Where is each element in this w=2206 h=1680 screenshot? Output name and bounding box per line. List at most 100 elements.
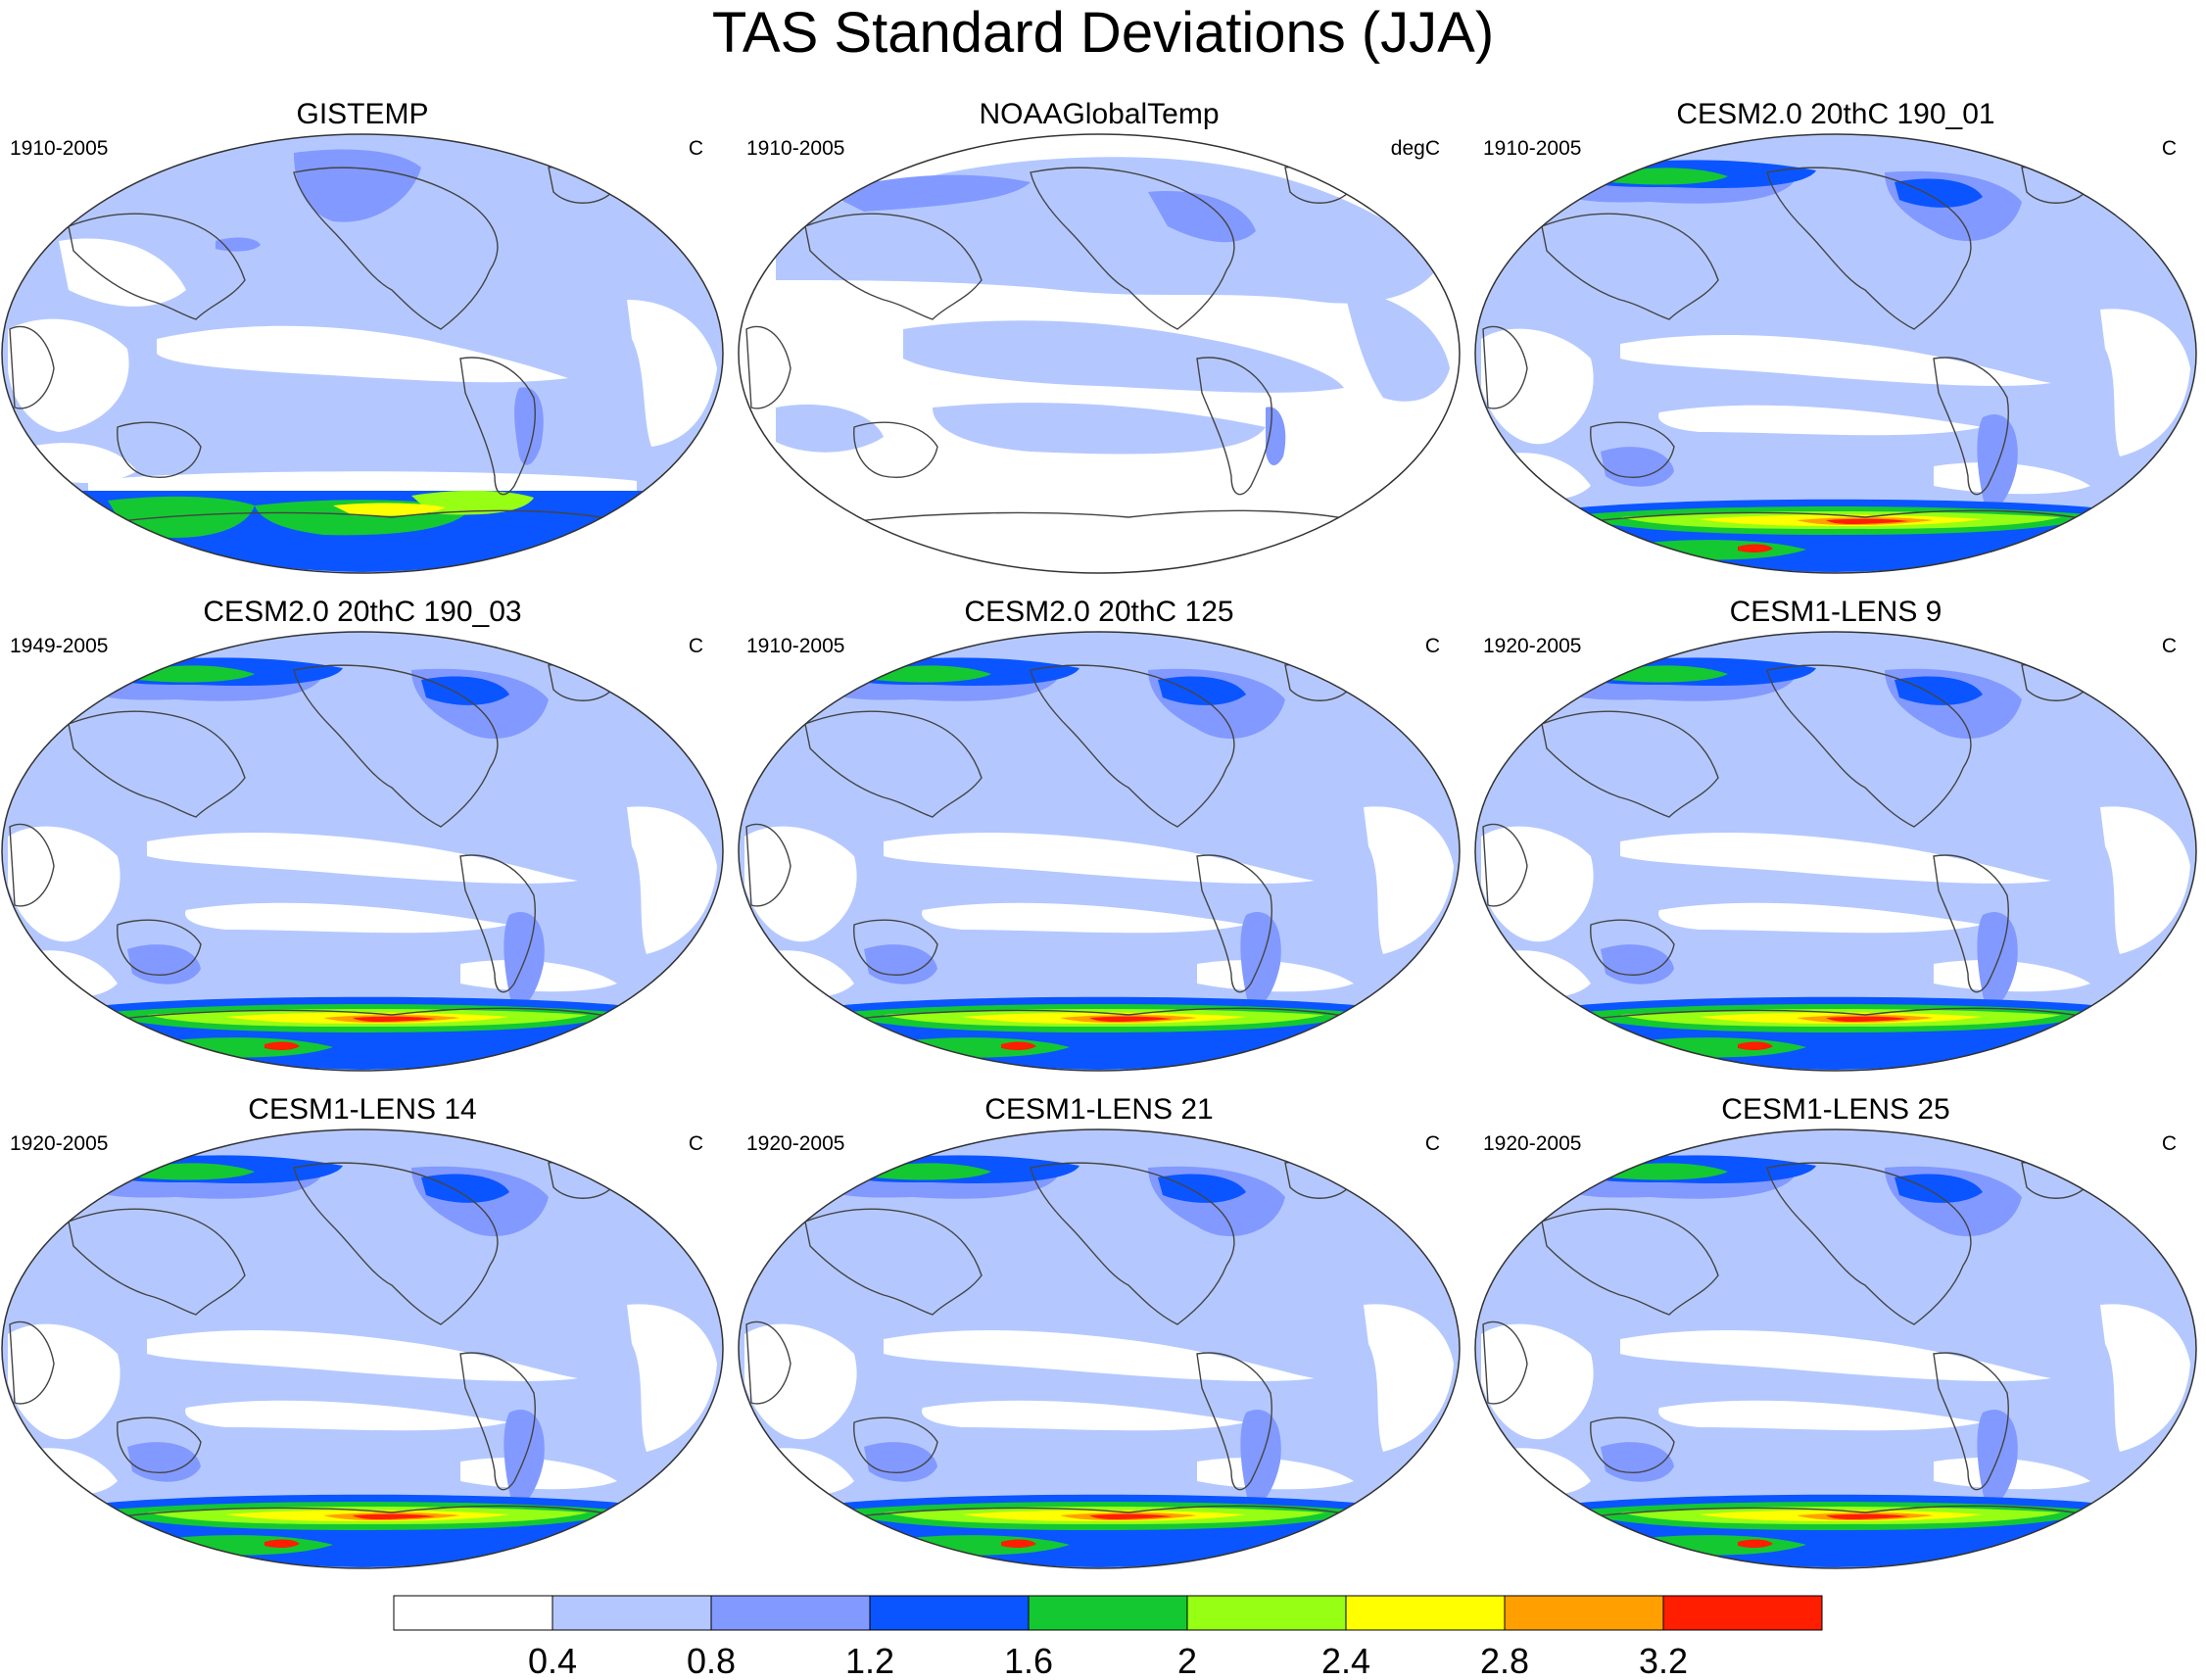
panel-title: CESM2.0 20thC 125 <box>964 596 1234 628</box>
coast-africa <box>745 1320 791 1405</box>
shade-antarctic-interior-red <box>1738 1539 1773 1549</box>
map-panel: NOAAGlobalTemp 1910-2005 degC <box>737 98 1462 583</box>
coast-australia <box>117 421 202 478</box>
shade-canada-strong <box>1158 1174 1246 1203</box>
panel-title: CESM1-LENS 21 <box>984 1093 1214 1126</box>
coast-north-america <box>293 1162 499 1325</box>
panel-units: C <box>1424 635 1440 657</box>
contour-fill <box>1475 1129 2196 1568</box>
panel-title: GISTEMP <box>296 98 429 130</box>
shade-pacific-low-south <box>1658 405 1983 436</box>
coast-south-america <box>459 357 536 496</box>
shade-australia-medium <box>127 1442 201 1482</box>
coast-antarctica <box>1560 1007 2111 1024</box>
coast-eurasia <box>1541 213 1719 320</box>
robinson-map <box>1 631 724 1072</box>
colorbar-box <box>1662 1595 1823 1631</box>
shade-antarctic-interior-red <box>1738 1041 1773 1051</box>
map-panel: CESM2.0 20thC 190_03 1949-2005 C <box>0 596 725 1080</box>
shade-pacific-low-north <box>147 1329 578 1381</box>
colorbar-box <box>1504 1595 1664 1631</box>
shade-siberia-green <box>1610 168 1728 185</box>
shade-canada-medium <box>1148 191 1256 243</box>
panel-units: C <box>2161 137 2177 160</box>
map-border <box>1 133 724 574</box>
shade-australia-medium <box>1601 447 1674 487</box>
shade-pacific-low-north <box>147 832 578 884</box>
shade-antarctic-white-cap <box>88 471 637 491</box>
map-panel: CESM1-LENS 14 1920-2005 C <box>0 1093 725 1578</box>
shade-south-pacific-light <box>933 403 1266 455</box>
coast-eurasia <box>1541 710 1719 818</box>
contour-fill <box>739 134 1460 573</box>
map-panel: CESM2.0 20thC 125 1910-2005 C <box>737 596 1462 1080</box>
coast-australia <box>1590 1416 1675 1473</box>
shade-indian-ocean-low <box>8 826 120 942</box>
shade-pacific-low-south <box>922 902 1246 934</box>
shade-atlantic-low <box>627 806 717 954</box>
shade-atlantic-low <box>1364 1304 1454 1452</box>
panel-units: C <box>688 635 703 657</box>
coast-australia <box>853 919 938 976</box>
shade-indian-ocean-low <box>744 1323 857 1440</box>
colorbar-box <box>1186 1595 1347 1631</box>
colorbar-box <box>869 1595 1030 1631</box>
shade-antarctic-red <box>1826 1513 1909 1519</box>
coast-antarctica <box>1560 1505 2111 1521</box>
panel-period: 1910-2005 <box>1483 137 1582 160</box>
coastlines <box>1482 663 2111 1024</box>
panel-units: C <box>2161 1132 2177 1155</box>
panel-units: C <box>2161 635 2177 657</box>
panel-period: 1920-2005 <box>1483 635 1582 657</box>
panel-units: degC <box>1390 137 1440 160</box>
coast-australia <box>117 919 202 976</box>
coast-africa <box>1482 325 1528 409</box>
coast-north-america <box>1766 664 1972 828</box>
shade-canada-strong <box>1894 676 1983 705</box>
shade-atlantic-low <box>627 1304 717 1452</box>
shade-pacific-low-north <box>157 325 568 383</box>
shade-antarctic-red <box>353 1513 436 1519</box>
coast-south-america <box>1196 357 1272 496</box>
coast-eurasia <box>804 213 983 320</box>
shade-antarctic-interior-red <box>1001 1539 1036 1549</box>
coast-australia <box>853 421 938 478</box>
shade-pacific-low-south <box>922 1400 1246 1431</box>
contour-fill <box>2 134 723 573</box>
panel-title: CESM1-LENS 9 <box>1729 596 1942 628</box>
map-panel: CESM1-LENS 21 1920-2005 C <box>737 1093 1462 1578</box>
panel-period: 1910-2005 <box>10 137 109 160</box>
shade-pacific-low-north <box>1620 832 2051 884</box>
shade-pacific-low-south <box>1658 1400 1983 1431</box>
map-border <box>738 631 1461 1072</box>
map-panel: GISTEMP 1910-2005 C <box>0 98 725 583</box>
figure-title: TAS Standard Deviations (JJA) <box>711 1 1495 65</box>
shade-pacific-low-north <box>1620 334 2051 386</box>
coast-north-america <box>1030 1162 1235 1325</box>
contour-fill <box>739 1129 1460 1568</box>
panel-period: 1910-2005 <box>746 635 845 657</box>
panel-period: 1910-2005 <box>746 137 845 160</box>
map-panel: CESM1-LENS 9 1920-2005 C <box>1473 596 2198 1080</box>
shade-australia-medium <box>864 944 937 984</box>
shade-antarctic-red <box>1826 1016 1909 1022</box>
coast-antarctica <box>87 1505 638 1521</box>
map-border <box>1 631 724 1072</box>
colorbar-label: 2.4 <box>1321 1641 1370 1680</box>
colorbar-label: 0.4 <box>528 1641 577 1680</box>
coast-africa <box>745 325 791 409</box>
coast-africa <box>1482 1320 1528 1405</box>
robinson-map <box>738 133 1461 574</box>
coast-africa <box>9 325 55 409</box>
coast-eurasia <box>804 1208 983 1316</box>
shade-antarctic-yellow <box>333 503 446 516</box>
map-border <box>1474 133 2197 574</box>
shade-atlantic-light <box>1344 290 1450 402</box>
shade-pacific-low-north <box>1620 1329 2051 1381</box>
shade-canada-strong <box>421 676 509 705</box>
colorbar-box <box>1028 1595 1188 1631</box>
colorbar-label: 2.8 <box>1480 1641 1529 1680</box>
colorbar-box <box>552 1595 712 1631</box>
shade-indian-ocean-low <box>744 826 857 942</box>
shade-antarctic-green-west <box>108 496 255 538</box>
